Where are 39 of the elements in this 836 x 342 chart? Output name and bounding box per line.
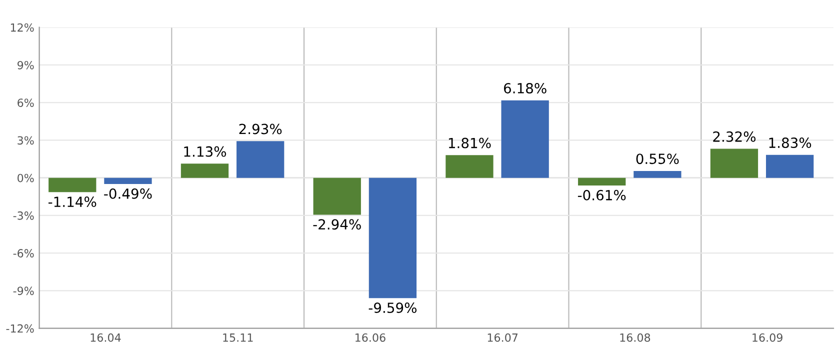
x-tick-label: 15.11 — [223, 334, 253, 342]
y-tick-label: 0% — [18, 174, 34, 182]
x-tick-label: 16.09 — [752, 333, 782, 342]
y-tick-label: 9% — [18, 60, 34, 70]
data-label: 1.81% — [448, 138, 491, 148]
data-label: -2.94% — [313, 219, 361, 230]
y-tick-label: -9% — [13, 286, 34, 296]
data-label: 1.83% — [769, 138, 812, 148]
x-tick-label: 16.08 — [620, 333, 650, 342]
data-label: -0.61% — [578, 190, 626, 200]
data-label: -0.49% — [104, 188, 152, 199]
bar — [634, 170, 682, 178]
data-label: 6.18% — [504, 82, 546, 94]
bar — [446, 155, 494, 178]
y-tick-label: 3% — [18, 136, 34, 145]
y-tick-label: -6% — [13, 249, 34, 258]
y-tick-label: -3% — [13, 211, 34, 220]
data-label: -9.59% — [368, 302, 417, 314]
x-tick-label: 16.06 — [356, 333, 386, 342]
bar — [766, 154, 814, 178]
data-label: 1.13% — [184, 146, 226, 157]
y-tick-label: 12% — [10, 23, 34, 32]
y-tick-label: 6% — [18, 98, 34, 107]
data-label: 2.32% — [713, 131, 756, 142]
bar — [578, 178, 626, 186]
bar — [501, 100, 549, 178]
data-label: -1.14% — [48, 196, 96, 208]
bar — [313, 178, 361, 215]
data-label: 2.93% — [239, 124, 282, 134]
bar — [236, 141, 284, 178]
y-tick-label: -12% — [6, 324, 34, 333]
bar — [48, 178, 96, 192]
bar — [710, 148, 758, 178]
bar — [104, 178, 152, 184]
x-tick-label: 16.04 — [90, 333, 121, 342]
data-label: 0.55% — [636, 154, 679, 164]
bar — [368, 178, 417, 298]
x-tick-label: 16.07 — [488, 333, 518, 342]
bar — [180, 164, 229, 178]
